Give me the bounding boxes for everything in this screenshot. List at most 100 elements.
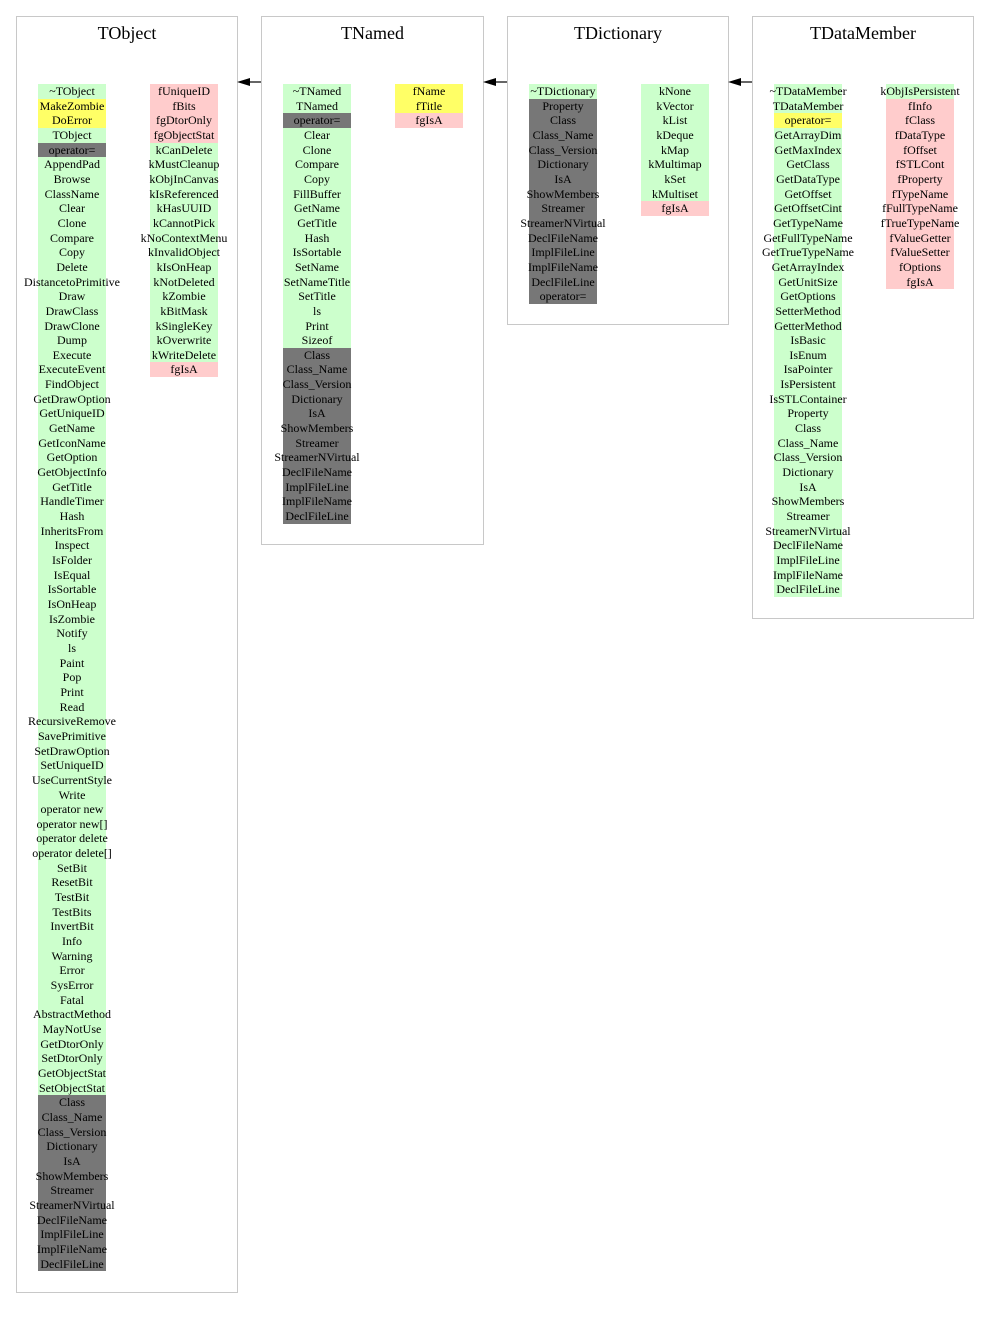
- method-item[interactable]: TDataMember: [773, 98, 843, 114]
- method-item[interactable]: ImplFileName: [528, 259, 598, 275]
- method-item[interactable]: ClassName: [38, 186, 106, 202]
- method-item[interactable]: ~TObject: [38, 84, 106, 99]
- method-item[interactable]: Warning: [38, 948, 106, 964]
- method-item[interactable]: GetTypeName: [773, 215, 843, 231]
- member-item[interactable]: fValueSetter: [886, 245, 954, 260]
- method-item[interactable]: IsFolder: [38, 553, 106, 568]
- member-item[interactable]: fOptions: [886, 259, 954, 275]
- method-item[interactable]: SetDtorOnly: [38, 1051, 106, 1066]
- method-item[interactable]: IsOnHeap: [38, 596, 106, 612]
- member-item[interactable]: fDataType: [886, 127, 954, 143]
- method-item[interactable]: DeclFileLine: [38, 1256, 106, 1272]
- method-item[interactable]: GetDrawOption: [33, 391, 111, 407]
- method-item[interactable]: TNamed: [283, 98, 351, 114]
- method-item[interactable]: Dictionary: [283, 391, 351, 407]
- member-item[interactable]: fTitle: [395, 98, 463, 114]
- method-item[interactable]: Fatal: [38, 992, 106, 1008]
- method-item[interactable]: GetTitle: [283, 215, 351, 231]
- method-item[interactable]: GetArrayIndex: [772, 259, 844, 275]
- method-item[interactable]: ImplFileName: [282, 494, 352, 510]
- member-item[interactable]: kList: [641, 113, 709, 128]
- member-item[interactable]: kBitMask: [150, 303, 218, 319]
- member-item[interactable]: fValueGetter: [886, 230, 954, 246]
- member-item[interactable]: kSet: [641, 171, 709, 187]
- member-item[interactable]: fgIsA: [641, 201, 709, 216]
- method-item[interactable]: Notify: [38, 626, 106, 641]
- method-item[interactable]: IsaPointer: [774, 362, 842, 378]
- method-item[interactable]: operator=: [774, 113, 842, 128]
- method-item[interactable]: ShowMembers: [772, 494, 844, 510]
- method-item[interactable]: SavePrimitive: [38, 728, 106, 744]
- method-item[interactable]: GetArrayDim: [774, 127, 842, 143]
- method-item[interactable]: IsA: [529, 171, 597, 187]
- method-item[interactable]: DeclFileName: [37, 1212, 107, 1228]
- member-item[interactable]: fgObjectStat: [150, 127, 218, 143]
- method-item[interactable]: Read: [38, 699, 106, 715]
- method-item[interactable]: RecursiveRemove: [28, 714, 116, 729]
- member-item[interactable]: fProperty: [886, 171, 954, 187]
- method-item[interactable]: Hash: [283, 230, 351, 246]
- member-item[interactable]: fgIsA: [150, 362, 218, 378]
- method-item[interactable]: Execute: [38, 347, 106, 363]
- method-item[interactable]: Clear: [38, 201, 106, 216]
- method-item[interactable]: SetNameTitle: [283, 274, 351, 290]
- member-item[interactable]: kObjInCanvas: [149, 171, 219, 187]
- member-item[interactable]: fgIsA: [395, 113, 463, 128]
- method-item[interactable]: Copy: [38, 245, 106, 260]
- method-item[interactable]: SetName: [283, 259, 351, 275]
- member-item[interactable]: fOffset: [886, 142, 954, 158]
- method-item[interactable]: DeclFileName: [282, 465, 352, 480]
- method-item[interactable]: IsSTLContainer: [769, 391, 847, 407]
- method-item[interactable]: GetOffsetCint: [774, 201, 842, 216]
- method-item[interactable]: GetDataType: [774, 171, 842, 187]
- method-item[interactable]: Info: [38, 934, 106, 949]
- method-item[interactable]: GetMaxIndex: [774, 142, 842, 158]
- method-item[interactable]: DeclFileName: [773, 538, 843, 553]
- method-item[interactable]: GetTrueTypeName: [762, 245, 854, 260]
- method-item[interactable]: SetDrawOption: [34, 743, 110, 759]
- method-item[interactable]: DistancetoPrimitive: [24, 274, 120, 290]
- method-item[interactable]: HandleTimer: [38, 494, 106, 510]
- method-item[interactable]: GetOptions: [774, 289, 842, 304]
- method-item[interactable]: Error: [38, 963, 106, 979]
- method-item[interactable]: IsBasic: [774, 333, 842, 348]
- method-item[interactable]: operator new[]: [37, 816, 107, 832]
- member-item[interactable]: kMustCleanup: [149, 157, 219, 172]
- method-item[interactable]: Streamer: [774, 509, 842, 524]
- method-item[interactable]: InheritsFrom: [38, 523, 106, 539]
- method-item[interactable]: Inspect: [38, 538, 106, 553]
- member-item[interactable]: fInfo: [886, 98, 954, 114]
- method-item[interactable]: Write: [38, 787, 106, 803]
- method-item[interactable]: ImplFileLine: [283, 479, 351, 495]
- method-item[interactable]: Class_Version: [283, 377, 351, 392]
- method-item[interactable]: SetObjectStat: [38, 1080, 106, 1096]
- method-item[interactable]: StreamerNVirtual: [274, 450, 360, 466]
- method-item[interactable]: Class_Version: [529, 142, 597, 158]
- member-item[interactable]: kNoContextMenu: [141, 230, 227, 246]
- method-item[interactable]: ImplFileLine: [38, 1227, 106, 1242]
- member-item[interactable]: fgIsA: [886, 274, 954, 290]
- method-item[interactable]: IsEqual: [38, 567, 106, 583]
- member-item[interactable]: fBits: [150, 98, 218, 114]
- member-item[interactable]: kZombie: [150, 289, 218, 304]
- method-item[interactable]: GetObjectStat: [38, 1065, 106, 1081]
- method-item[interactable]: Class_Name: [283, 362, 351, 378]
- member-item[interactable]: kOverwrite: [150, 333, 218, 348]
- method-item[interactable]: MayNotUse: [38, 1022, 106, 1037]
- method-item[interactable]: GetOption: [38, 450, 106, 466]
- method-item[interactable]: SetBit: [38, 860, 106, 876]
- method-item[interactable]: InvertBit: [38, 919, 106, 935]
- method-item[interactable]: StreamerNVirtual: [29, 1197, 115, 1213]
- member-item[interactable]: kWriteDelete: [150, 347, 218, 363]
- method-item[interactable]: DrawClone: [38, 318, 106, 334]
- method-item[interactable]: GetClass: [774, 157, 842, 172]
- method-item[interactable]: SetUniqueID: [38, 758, 106, 773]
- member-item[interactable]: kMultiset: [641, 186, 709, 202]
- method-item[interactable]: FindObject: [38, 377, 106, 392]
- member-item[interactable]: fUniqueID: [150, 84, 218, 99]
- method-item[interactable]: ResetBit: [38, 875, 106, 891]
- method-item[interactable]: Class_Name: [529, 127, 597, 143]
- method-item[interactable]: IsA: [283, 406, 351, 422]
- method-item[interactable]: Paint: [38, 655, 106, 671]
- method-item[interactable]: Streamer: [283, 435, 351, 451]
